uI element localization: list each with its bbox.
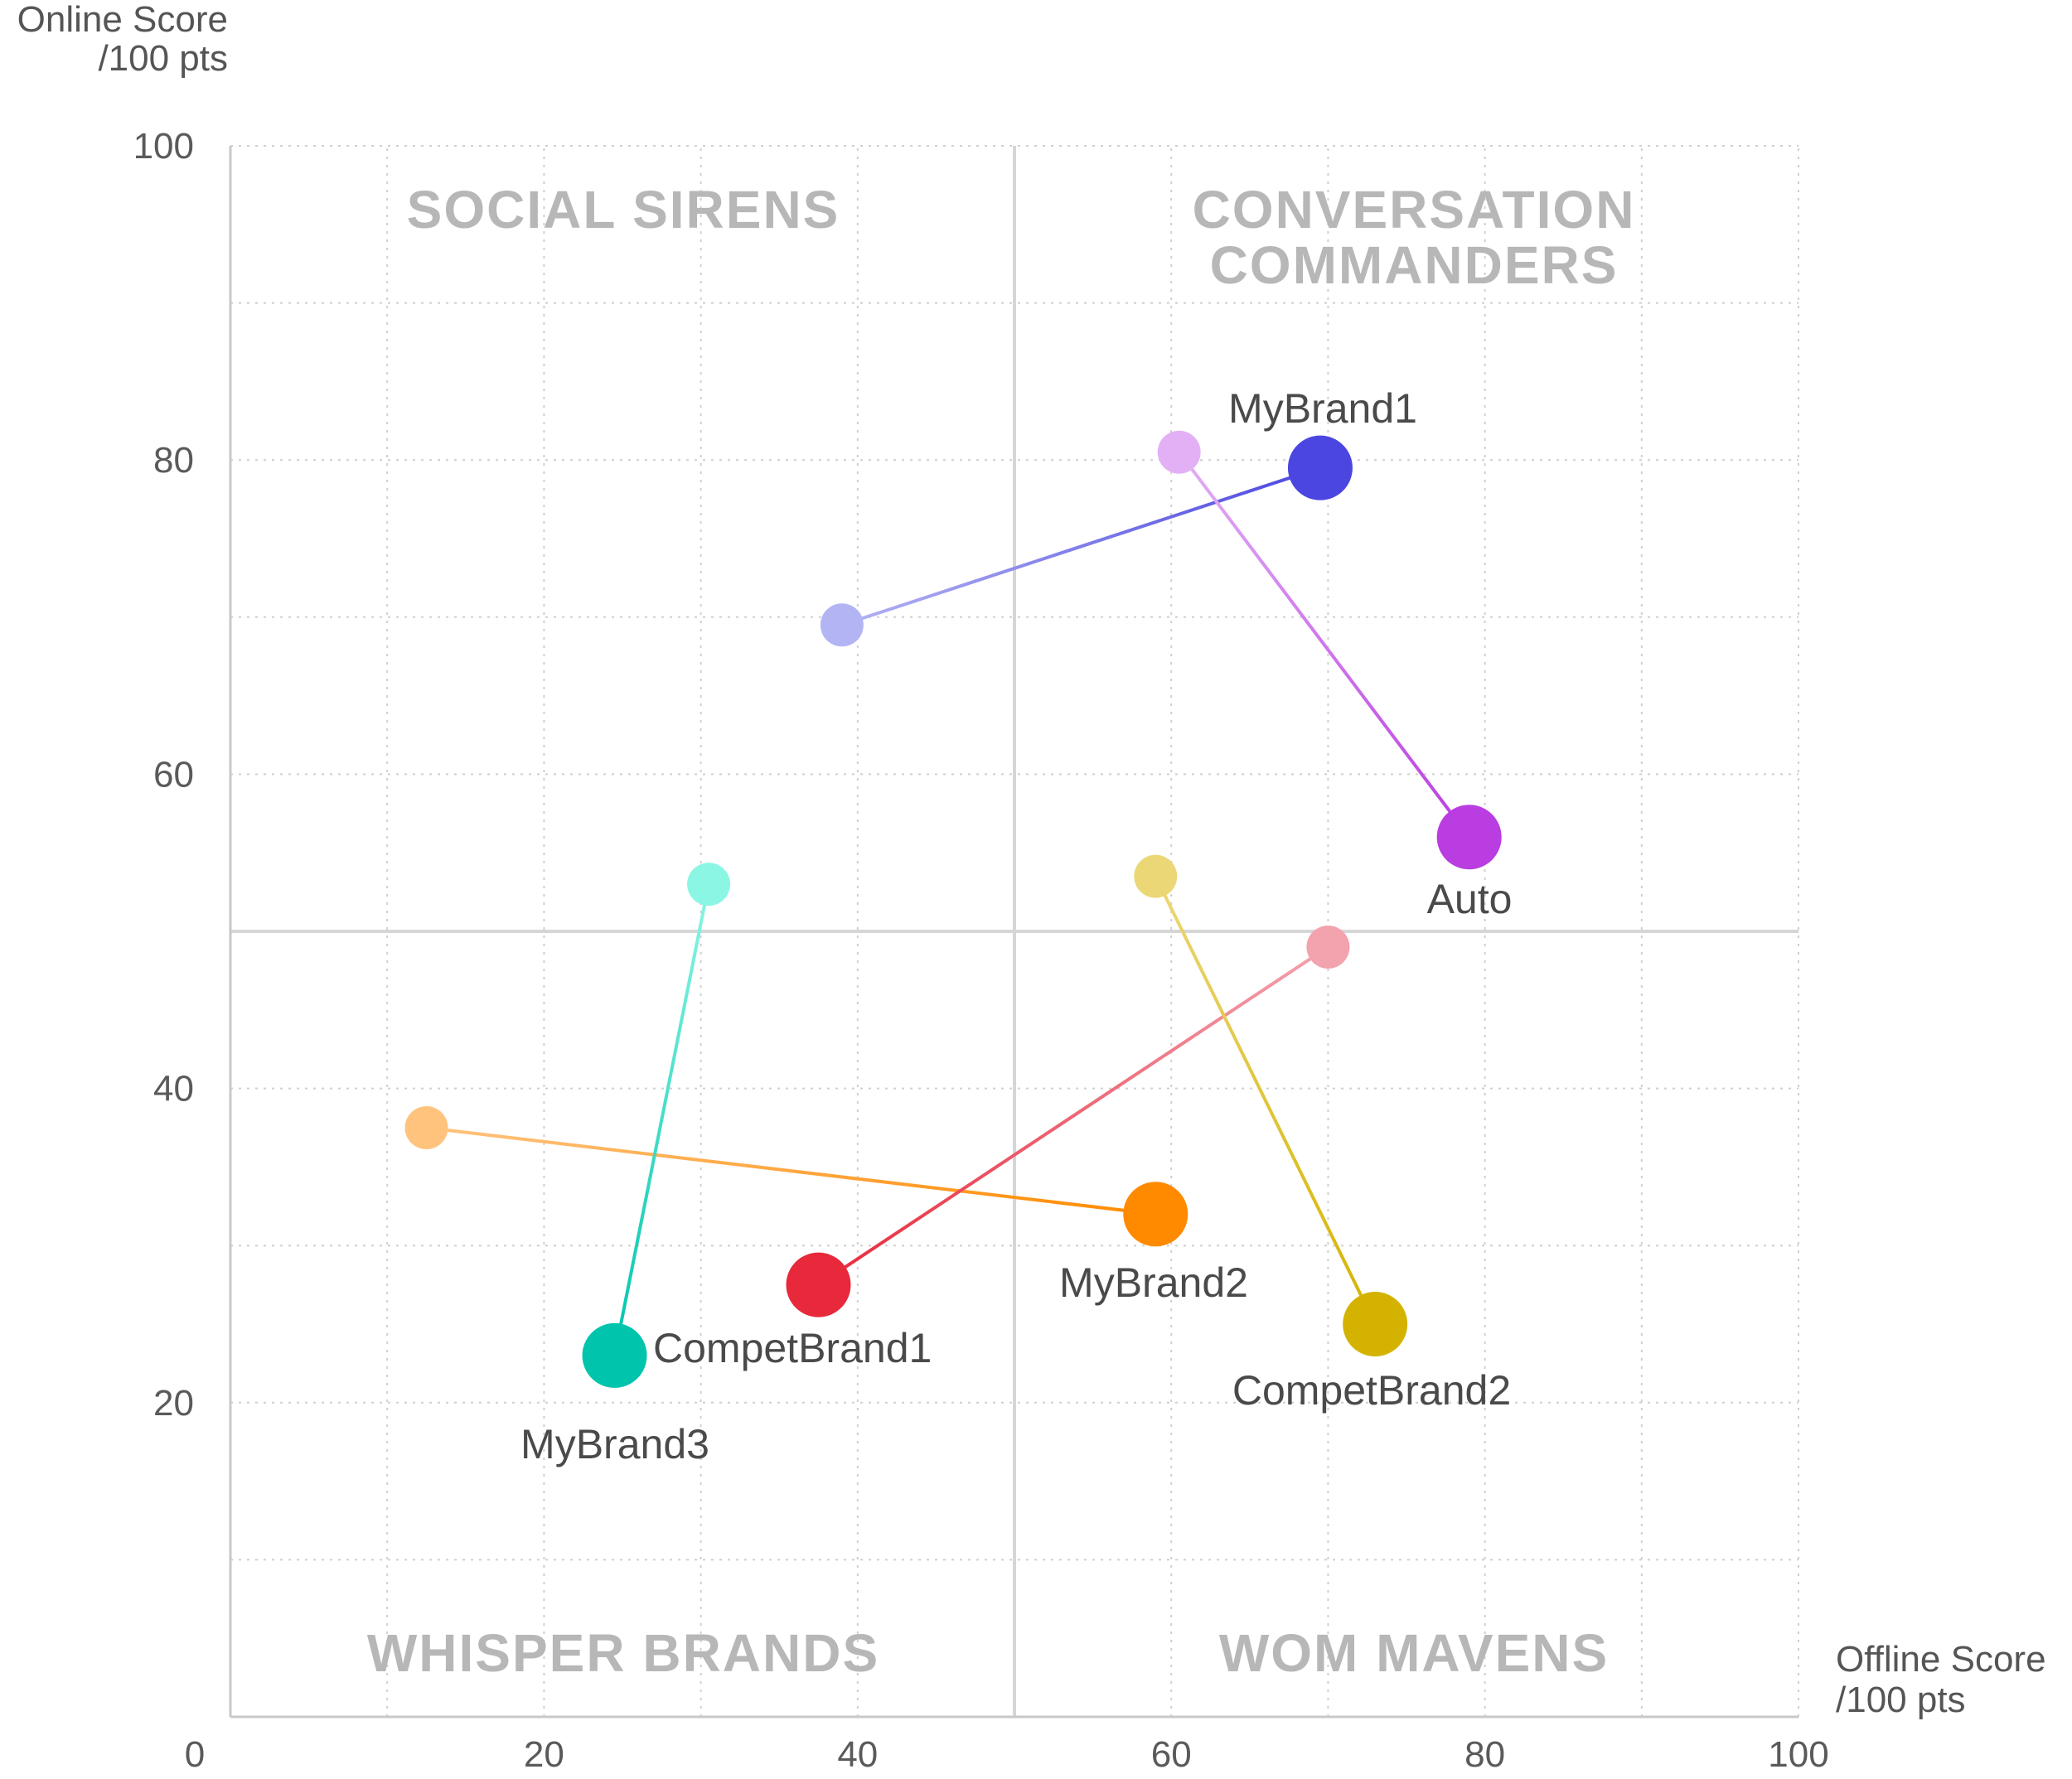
x-tick-label: 80: [1464, 1734, 1505, 1775]
label-mybrand3: MyBrand3: [520, 1421, 709, 1467]
label-auto: Auto: [1427, 876, 1513, 922]
connector-mybrand2: [426, 1126, 1156, 1216]
quadrant-whisper-brands: WHISPER BRANDS: [367, 1623, 879, 1683]
start-point-competbrand1: [1306, 925, 1350, 969]
y-tick-label: 20: [153, 1383, 194, 1424]
quadrant-conversation-commanders-line2: COMMANDERS: [1210, 235, 1619, 295]
y-tick-label: 100: [133, 126, 194, 167]
label-competbrand1: CompetBrand1: [653, 1325, 932, 1371]
connector-competbrand2: [1154, 875, 1377, 1325]
connector-mybrand1: [841, 466, 1321, 627]
label-mybrand2: MyBrand2: [1059, 1259, 1248, 1306]
x-tick-label: 40: [837, 1734, 878, 1775]
grid: [230, 145, 1799, 1717]
connector-competbrand1: [817, 945, 1329, 1287]
quadrant-conversation-commanders-line1: CONVERSATION: [1193, 180, 1636, 239]
start-point-competbrand2: [1134, 854, 1178, 898]
end-point-mybrand1: [1287, 435, 1353, 500]
y-axis-title-line2: /100 pts: [98, 38, 228, 79]
start-point-mybrand1: [820, 603, 864, 647]
series-marks: [404, 430, 1502, 1388]
quadrant-social-sirens: SOCIAL SIRENS: [407, 180, 840, 239]
y-axis-title-line1: Online Score: [17, 0, 228, 40]
x-tick-label: 20: [524, 1734, 564, 1775]
end-point-auto: [1436, 805, 1502, 870]
quadrant-wom-mavens: WOM MAVENS: [1219, 1623, 1609, 1683]
connector-mybrand3: [612, 883, 711, 1356]
y-tick-label: 60: [153, 754, 194, 795]
axes: [229, 146, 1798, 1719]
end-point-mybrand2: [1123, 1182, 1188, 1247]
start-point-mybrand2: [404, 1106, 448, 1149]
end-point-competbrand2: [1343, 1292, 1408, 1356]
end-point-mybrand3: [582, 1322, 647, 1388]
connector-auto: [1178, 451, 1471, 839]
start-point-auto: [1157, 430, 1201, 474]
start-point-mybrand3: [687, 863, 731, 906]
x-axis-title-line2: /100 pts: [1836, 1680, 1966, 1720]
x-tick-labels: 0 20 40 60 80 100: [185, 1734, 1829, 1775]
label-competbrand2: CompetBrand2: [1232, 1367, 1511, 1414]
x-tick-label: 0: [185, 1734, 205, 1775]
label-mybrand1: MyBrand1: [1228, 385, 1417, 432]
x-tick-label: 100: [1768, 1734, 1828, 1775]
x-axis-title-line1: Offline Score: [1836, 1639, 2046, 1680]
y-tick-labels: 100 80 60 40 20: [133, 126, 194, 1424]
x-tick-label: 60: [1151, 1734, 1192, 1775]
y-tick-label: 40: [153, 1069, 194, 1109]
y-tick-label: 80: [153, 440, 194, 481]
end-point-competbrand1: [786, 1252, 851, 1317]
